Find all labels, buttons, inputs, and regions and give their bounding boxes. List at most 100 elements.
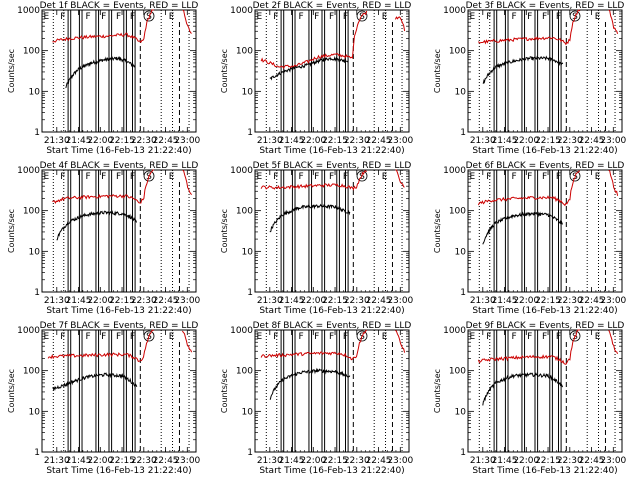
- events-trace: [269, 55, 349, 81]
- panel-title: Det 4f BLACK = Events, RED = LLD: [40, 161, 199, 171]
- plot-frame: [41, 329, 197, 453]
- event-letter-marker: F: [273, 12, 278, 22]
- y-axis-label: Counts/sec: [433, 49, 442, 93]
- event-letter-marker: E: [44, 12, 50, 22]
- x-tick-label: 22:45: [366, 296, 392, 306]
- lld-trace: [260, 169, 405, 191]
- panel-title: Det 6f BLACK = Events, RED = LLD: [466, 161, 625, 171]
- event-letter-marker: F: [116, 332, 121, 342]
- saa-circle-marker: [356, 170, 368, 182]
- x-tick-label: 22:15: [322, 136, 348, 146]
- event-letter-marker: F: [116, 172, 121, 182]
- event-letter-marker: F: [556, 172, 561, 182]
- x-axis-label: Start Time (16-Feb-13 21:22:40): [472, 306, 617, 316]
- x-tick-label: 22:00: [87, 296, 113, 306]
- x-tick-label: 23:00: [387, 296, 413, 306]
- x-tick-label: 22:30: [344, 136, 370, 146]
- y-tick-label: 100: [23, 367, 40, 377]
- y-tick-label: 1000: [443, 6, 466, 16]
- plot-frame: [41, 169, 197, 293]
- x-tick-label: 22:15: [109, 456, 135, 466]
- y-axis-label: Counts/sec: [7, 49, 16, 93]
- plot-frame: [254, 169, 410, 293]
- x-tick-label: 21:30: [44, 136, 70, 146]
- y-axis-label: Counts/sec: [220, 209, 229, 253]
- event-letter-marker: F: [273, 172, 278, 182]
- y-tick-label: 100: [236, 207, 253, 217]
- saa-circle-marker: [569, 10, 581, 22]
- x-tick-label: 23:00: [174, 456, 200, 466]
- x-tick-label: 21:45: [279, 456, 305, 466]
- event-letter-marker: F: [527, 12, 532, 22]
- events-trace: [52, 372, 138, 391]
- event-letter-marker: F: [329, 332, 334, 342]
- panel-title: Det 5f BLACK = Events, RED = LLD: [253, 161, 412, 171]
- plot-frame: [467, 9, 623, 133]
- event-letter-marker: E: [169, 12, 175, 22]
- event-letter-marker: F: [527, 332, 532, 342]
- x-tick-label: 22:00: [513, 136, 539, 146]
- event-letter-marker: E: [382, 12, 388, 22]
- events-trace: [269, 203, 351, 233]
- x-tick-label: 22:30: [131, 296, 157, 306]
- event-letter-marker: E: [595, 172, 601, 182]
- x-axis-label: Start Time (16-Feb-13 21:22:40): [472, 146, 617, 156]
- x-tick-label: 22:00: [87, 456, 113, 466]
- plot-frame: [467, 169, 623, 293]
- event-letter-marker: F: [527, 172, 532, 182]
- panel-title: Det 9f BLACK = Events, RED = LLD: [466, 321, 625, 331]
- event-letter-marker: F: [314, 172, 319, 182]
- x-tick-label: 21:30: [257, 296, 283, 306]
- event-letter-marker: F: [556, 12, 561, 22]
- x-tick-label: 21:45: [279, 296, 305, 306]
- event-letter-marker: F: [329, 12, 334, 22]
- x-tick-label: 21:30: [257, 136, 283, 146]
- x-axis-label: Start Time (16-Feb-13 21:22:40): [46, 146, 191, 156]
- events-trace: [482, 211, 563, 245]
- events-trace: [65, 55, 136, 89]
- event-letter-marker: F: [86, 332, 91, 342]
- event-letter-marker: F: [130, 332, 135, 342]
- event-letter-marker: F: [556, 332, 561, 342]
- y-tick-label: 10: [29, 247, 41, 257]
- event-letter-marker: F: [60, 332, 65, 342]
- event-letter-marker: F: [343, 332, 348, 342]
- y-axis-label: Counts/sec: [7, 369, 16, 413]
- event-letter-marker: F: [486, 332, 491, 342]
- event-letter-marker: F: [273, 332, 278, 342]
- x-axis-label: Start Time (16-Feb-13 21:22:40): [46, 306, 191, 316]
- y-tick-label: 1000: [17, 326, 40, 336]
- event-letter-marker: E: [382, 172, 388, 182]
- lld-trace: [477, 169, 619, 207]
- detector-panel-5: Det 5f BLACK = Events, RED = LLD 1 10 100 10…: [220, 161, 414, 316]
- event-letter-marker: E: [257, 172, 263, 182]
- y-tick-label: 100: [23, 207, 40, 217]
- x-tick-label: 23:00: [387, 456, 413, 466]
- event-letter-marker: F: [130, 172, 135, 182]
- lld-trace: [477, 329, 619, 365]
- x-tick-label: 21:45: [279, 136, 305, 146]
- event-letter-marker: F: [101, 332, 106, 342]
- y-tick-label: 1000: [443, 326, 466, 336]
- detector-panel-6: Det 6f BLACK = Events, RED = LLD 1 10 100 10…: [433, 161, 627, 316]
- y-axis-label: Counts/sec: [433, 369, 442, 413]
- x-tick-label: 22:30: [557, 296, 583, 306]
- x-tick-label: 22:30: [557, 456, 583, 466]
- event-letter-marker: F: [512, 12, 517, 22]
- saa-circle-marker: [569, 330, 581, 342]
- x-tick-label: 21:45: [66, 456, 92, 466]
- x-axis-label: Start Time (16-Feb-13 21:22:40): [259, 466, 404, 476]
- y-axis-label: Counts/sec: [220, 369, 229, 413]
- event-letter-marker: E: [257, 12, 263, 22]
- event-letter-marker: E: [44, 172, 50, 182]
- y-tick-label: 1: [34, 288, 40, 298]
- x-tick-label: 21:30: [257, 456, 283, 466]
- y-tick-label: 1: [247, 448, 253, 458]
- detector-panel-1: Det 1f BLACK = Events, RED = LLD 1 10 100 10…: [7, 1, 201, 156]
- x-tick-label: 21:30: [470, 136, 496, 146]
- y-tick-label: 1000: [17, 166, 40, 176]
- x-tick-label: 22:30: [344, 456, 370, 466]
- x-tick-label: 22:45: [153, 456, 179, 466]
- event-letter-marker: F: [60, 172, 65, 182]
- x-tick-label: 23:00: [600, 456, 626, 466]
